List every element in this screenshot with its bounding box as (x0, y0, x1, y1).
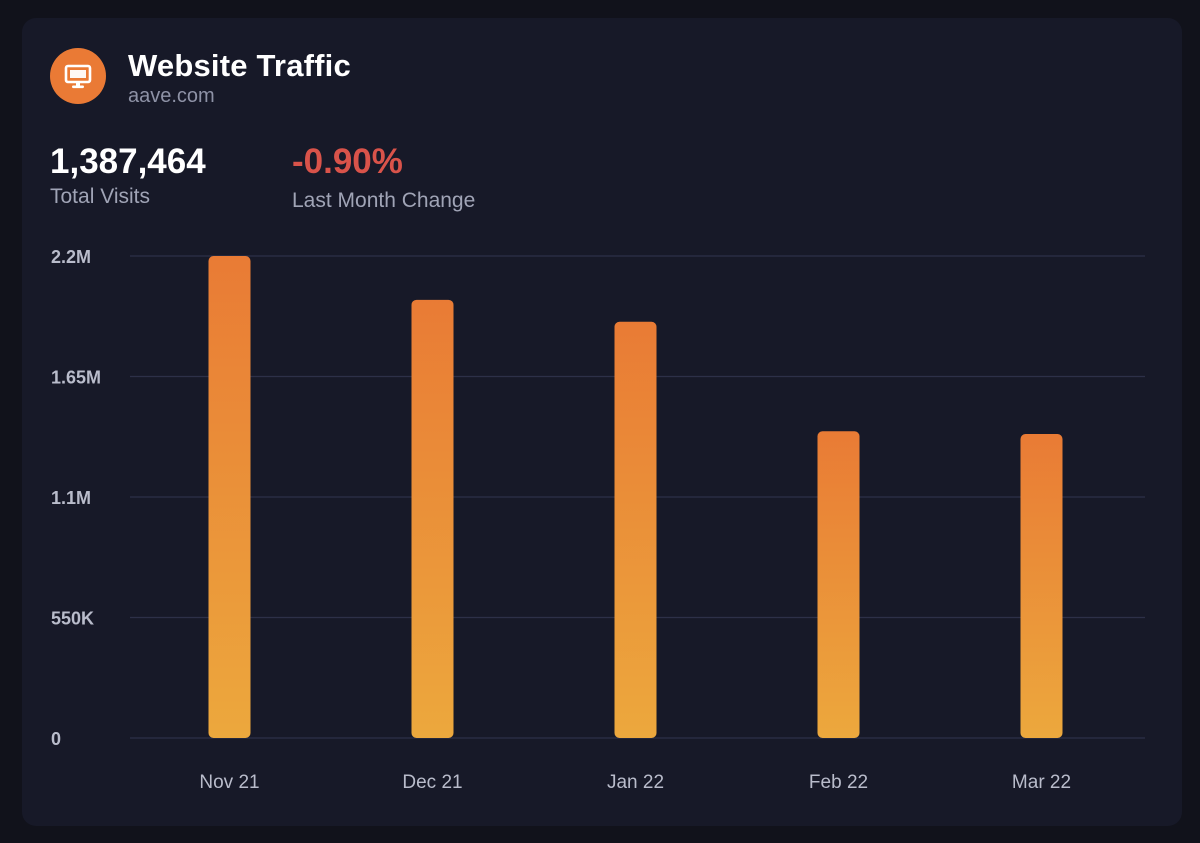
total-visits-value: 1,387,464 (50, 142, 206, 181)
y-tick-label: 550K (51, 609, 94, 629)
x-tick-label: Nov 21 (199, 772, 259, 793)
x-tick-label: Jan 22 (607, 772, 664, 793)
bar-jan-22[interactable] (614, 321, 657, 738)
bar-mar-22[interactable] (1020, 434, 1063, 738)
page-title: Website Traffic (128, 48, 351, 83)
y-tick-label: 0 (51, 729, 61, 749)
site-domain: aave.com (128, 85, 215, 107)
y-tick-label: 1.65M (51, 368, 101, 388)
monitor-icon-glyph (64, 64, 92, 89)
total-visits-label: Total Visits (50, 185, 150, 208)
x-tick-label: Dec 21 (402, 772, 462, 793)
monitor-icon (50, 48, 106, 104)
y-tick-label: 2.2M (51, 247, 91, 267)
x-tick-label: Mar 22 (1012, 772, 1071, 793)
last-month-change-value: -0.90% (292, 142, 403, 181)
y-tick-label: 1.1M (51, 488, 91, 508)
x-tick-label: Feb 22 (809, 772, 868, 793)
bar-dec-21[interactable] (411, 299, 454, 738)
bar-nov-21[interactable] (208, 256, 251, 738)
bar-feb-22[interactable] (817, 431, 860, 738)
last-month-change-label: Last Month Change (292, 189, 476, 212)
